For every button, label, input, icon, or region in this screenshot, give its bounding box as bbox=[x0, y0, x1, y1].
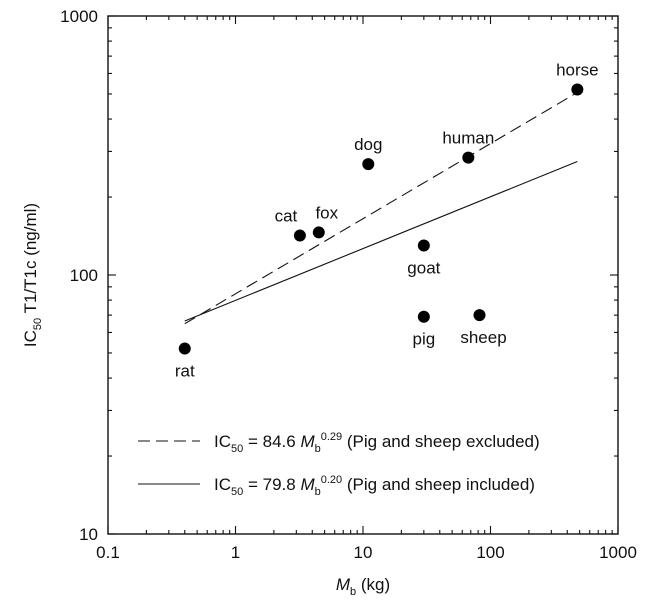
axis-tick-labels: 0.1 1 10 100 1000 10 100 1000 bbox=[60, 7, 637, 562]
point-horse bbox=[571, 83, 584, 96]
y-tick-label: 1000 bbox=[60, 7, 98, 26]
point-sheep bbox=[473, 309, 486, 322]
x-axis-label: Mb (kg) bbox=[336, 575, 390, 598]
x-tick-label: 100 bbox=[476, 543, 504, 562]
fit-lines bbox=[184, 91, 578, 325]
label-cat: cat bbox=[275, 207, 298, 226]
point-pig bbox=[417, 310, 430, 323]
data-points bbox=[178, 83, 584, 355]
axis-ticks bbox=[107, 15, 619, 535]
legend: IC50 = 84.6 Mb0.29 (Pig and sheep exclud… bbox=[138, 431, 540, 498]
fit-line-dashed bbox=[184, 91, 578, 325]
legend-entry-dashed: IC50 = 84.6 Mb0.29 (Pig and sheep exclud… bbox=[214, 431, 540, 455]
data-point-labels: rat cat fox dog goat pig sheep human horse bbox=[175, 61, 599, 381]
label-horse: horse bbox=[556, 61, 599, 80]
label-pig: pig bbox=[412, 330, 435, 349]
plot-frame bbox=[107, 15, 619, 535]
label-dog: dog bbox=[354, 135, 382, 154]
point-dog bbox=[362, 158, 375, 171]
fit-line-solid bbox=[184, 160, 578, 322]
point-fox bbox=[312, 226, 325, 239]
x-tick-label: 10 bbox=[354, 543, 373, 562]
label-sheep: sheep bbox=[460, 328, 506, 347]
label-rat: rat bbox=[175, 362, 195, 381]
y-axis-label: IC50 T1/T1c (ng/ml) bbox=[21, 203, 44, 347]
point-human bbox=[462, 151, 475, 164]
point-goat bbox=[417, 239, 430, 252]
y-tick-label: 10 bbox=[79, 525, 98, 544]
point-cat bbox=[293, 229, 306, 242]
legend-entry-solid: IC50 = 79.8 Mb0.20 (Pig and sheep includ… bbox=[214, 474, 535, 498]
x-tick-label: 1 bbox=[231, 543, 240, 562]
label-fox: fox bbox=[315, 203, 338, 222]
label-goat: goat bbox=[407, 258, 440, 277]
x-tick-label: 0.1 bbox=[96, 543, 120, 562]
label-human: human bbox=[442, 129, 494, 148]
x-tick-label: 1000 bbox=[599, 543, 637, 562]
point-rat bbox=[178, 342, 191, 355]
y-tick-label: 100 bbox=[70, 266, 98, 285]
